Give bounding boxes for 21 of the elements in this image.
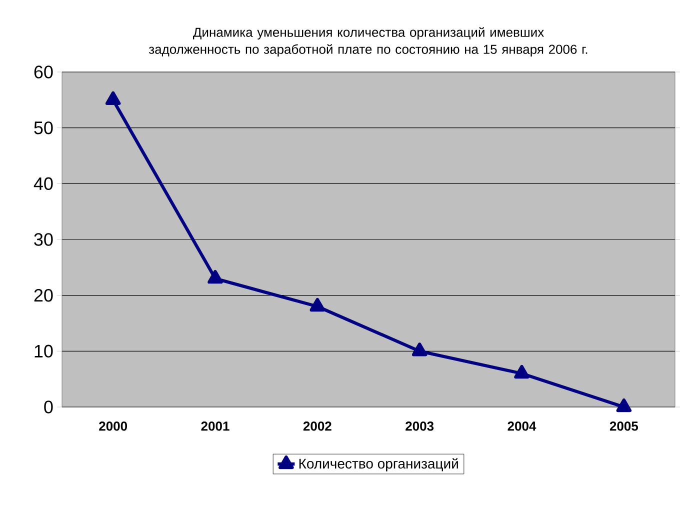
x-tick-label: 2000 [99, 422, 128, 431]
chart-title: Динамика уменьшения количества организаций имевших задолженность по заработной плате по состоянию на 15 января 2006 г. [148, 27, 588, 57]
y-tick-label: 30 [34, 233, 53, 246]
point [412, 342, 428, 356]
point [208, 270, 223, 284]
y-tick-label: 0 [44, 400, 53, 414]
x-tick-label: 2003 [406, 422, 434, 431]
y-tick-label: 50 [34, 121, 53, 134]
x-tick-label: 2004 [508, 422, 536, 431]
legend-label: Количество организаций [299, 458, 458, 472]
y-tick-label: 60 [34, 66, 53, 78]
point [310, 298, 326, 312]
x-tick-label: 2002 [303, 422, 332, 431]
y-tick-label: 20 [34, 288, 53, 302]
x-tick-label: 2005 [610, 422, 638, 431]
point [616, 398, 632, 412]
point [514, 364, 530, 379]
x-tick-label: 2001 [201, 422, 230, 431]
point [105, 91, 121, 105]
y-tick-label: 40 [34, 177, 53, 190]
y-tick-label: 10 [34, 344, 53, 358]
